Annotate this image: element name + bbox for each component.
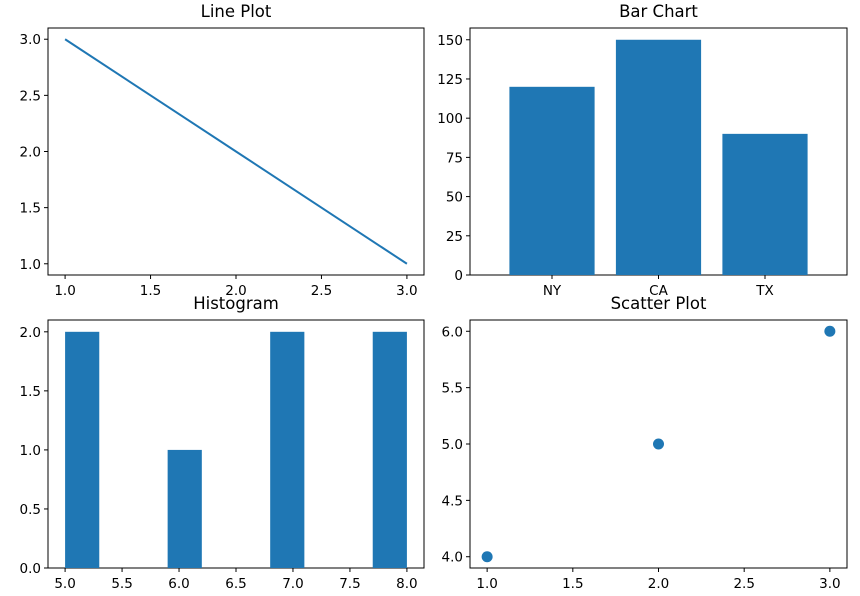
bar-tx (722, 133, 808, 275)
histogram-panel: 5.0 5.5 6.0 6.5 7.0 7.5 8.0 0.0 0.5 1.0 1.5 2.0 (20, 319, 425, 592)
bar-chart-y-tick-label: 50 (446, 190, 463, 206)
bar-chart-category-label: NY (543, 283, 562, 299)
line-plot-x-tick-label: 1.0 (54, 283, 75, 299)
histogram-bar (372, 331, 407, 568)
histogram-bar (65, 331, 100, 568)
scatter-point (653, 438, 664, 450)
histogram-y-tick-label: 1.5 (20, 384, 41, 400)
line-plot-y-tick-label: 1.5 (20, 201, 41, 217)
line-plot-y-tick-label: 2.5 (20, 88, 41, 104)
scatter-plot-y-tick-label: 4.5 (442, 493, 463, 509)
histogram-y-tick-label: 0.5 (20, 502, 41, 518)
histogram-bar (270, 331, 305, 568)
histogram-y-tick-label: 0.0 (20, 561, 41, 577)
bar-chart-y-tick-label: 0 (454, 268, 463, 284)
line-plot-x-tick-label: 2.0 (225, 283, 246, 299)
bar-chart-y-tick-label: 75 (446, 150, 463, 166)
line-plot-x-tick-label: 2.5 (311, 283, 332, 299)
scatter-plot-title: Scatter Plot (611, 294, 707, 313)
bar-chart-category-label: CA (649, 283, 668, 299)
scatter-point (481, 551, 493, 563)
histogram-x-tick-label: 6.0 (168, 576, 189, 592)
histogram-x-tick-label: 5.5 (111, 576, 132, 592)
bar-chart-y-tick-label: 125 (437, 72, 463, 88)
histogram-title: Histogram (193, 294, 279, 313)
scatter-plot-y-tick-label: 5.0 (442, 437, 463, 453)
bar-chart-y-tick-label: 100 (437, 111, 463, 127)
line-plot-y-tick-label: 2.0 (20, 145, 41, 161)
bar-chart-y-tick-label: 25 (446, 229, 463, 245)
bar-ny (509, 86, 595, 275)
histogram-y-tick-label: 1.0 (20, 443, 41, 459)
line-plot-panel: 1.0 1.5 2.0 2.5 3.0 1.0 1.5 2.0 2.5 3.0 (20, 27, 425, 299)
bar-chart-title: Bar Chart (619, 2, 698, 21)
line-plot-title: Line Plot (201, 2, 272, 21)
histogram-x-tick-label: 5.0 (54, 576, 75, 592)
scatter-plot-x-tick-label: 1.0 (476, 576, 497, 592)
histogram-x-tick-label: 7.0 (282, 576, 303, 592)
bar-chart-y-tick-label: 150 (437, 33, 463, 49)
scatter-plot-x-tick-label: 1.5 (562, 576, 583, 592)
histogram-x-tick-label: 6.5 (225, 576, 246, 592)
line-plot-y-tick-label: 3.0 (20, 32, 41, 48)
histogram-x-tick-label: 7.5 (339, 576, 360, 592)
scatter-plot-x-tick-label: 2.0 (648, 576, 669, 592)
bar-chart-panel: NY CA TX 0 25 50 75 100 125 150 (437, 27, 848, 299)
scatter-point (824, 325, 836, 337)
histogram-x-tick-label: 8.0 (396, 576, 417, 592)
bar-ca (615, 39, 702, 276)
histogram-bar (167, 449, 202, 568)
bar-chart-category-label: TX (755, 283, 774, 299)
scatter-plot-y-tick-label: 6.0 (442, 324, 463, 340)
line-plot-x-tick-label: 1.5 (140, 283, 161, 299)
histogram-y-tick-label: 2.0 (20, 325, 41, 341)
scatter-plot-x-tick-label: 2.5 (733, 576, 754, 592)
line-plot-y-tick-label: 1.0 (20, 257, 41, 273)
scatter-plot-y-tick-label: 4.0 (442, 550, 463, 566)
line-plot-x-tick-label: 3.0 (396, 283, 417, 299)
scatter-plot-panel: 1.0 1.5 2.0 2.5 3.0 4.0 4.5 5.0 5.5 6.0 (442, 319, 848, 592)
scatter-plot-x-tick-label: 3.0 (819, 576, 840, 592)
scatter-plot-y-tick-label: 5.5 (442, 381, 463, 397)
line-series (64, 38, 408, 265)
